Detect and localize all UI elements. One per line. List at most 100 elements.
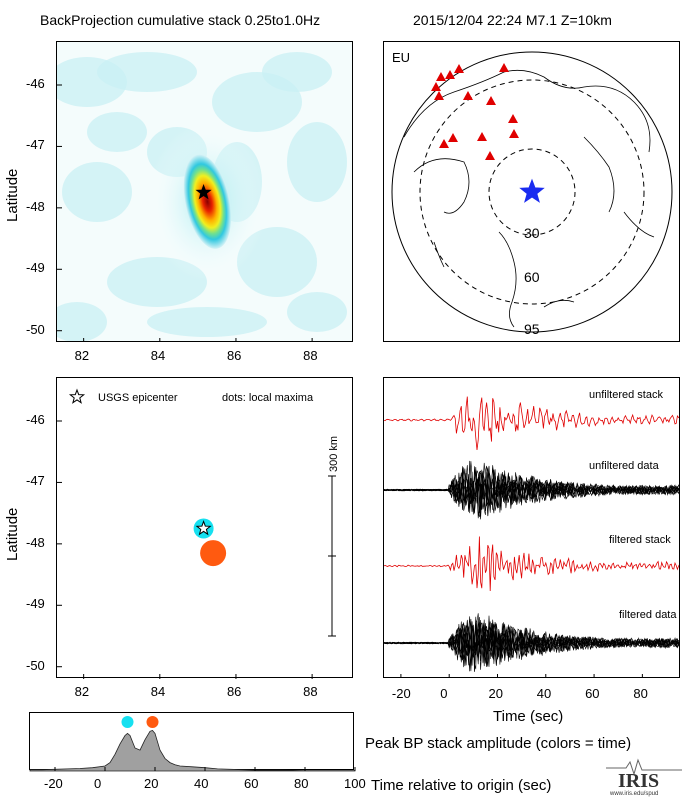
heatmap-ytick-label: -50 <box>26 321 45 337</box>
station-triangle-icon <box>463 91 473 100</box>
epicenter-star-icon <box>195 184 212 200</box>
histogram-peak-dot <box>121 716 134 728</box>
heatmap-blob-9 <box>147 307 267 337</box>
unfiltered-data-trace <box>384 466 679 517</box>
station-triangle-icon <box>477 132 487 141</box>
heatmap-ylabel: Latitude <box>4 168 21 222</box>
filtered-data-trace <box>384 615 679 666</box>
maxima-xtick-label: 86 <box>226 684 242 699</box>
maxima-xtick-label: 88 <box>303 684 318 699</box>
map-coastline-1 <box>413 158 470 214</box>
trace-label: filtered data <box>619 609 677 621</box>
trace-label: unfiltered data <box>589 460 660 472</box>
heatmap-blob-8 <box>57 302 107 341</box>
iris-logo: IRIS www.iris.edu/spud <box>606 758 682 797</box>
station-triangle-icon <box>509 129 519 138</box>
heatmap-panel <box>56 41 353 342</box>
station-triangle-icon <box>508 114 518 123</box>
station-map: EU 30 60 95 <box>391 50 673 337</box>
map-coastline-5 <box>543 299 575 308</box>
histogram-panel <box>29 712 356 772</box>
heatmap-blob-1 <box>97 52 197 92</box>
map-coastline-2 <box>498 231 517 328</box>
maxima-ytick-label: -46 <box>26 412 45 427</box>
filtered-stack-trace <box>384 536 679 592</box>
histogram-plot <box>29 716 356 772</box>
heatmap-plot <box>57 42 352 341</box>
heatmap-xtick-label: 82 <box>74 348 90 363</box>
station-triangle-icon <box>485 151 495 160</box>
map-coastline-4 <box>623 211 655 238</box>
trace-label: filtered stack <box>609 534 671 546</box>
filtered-data-trace <box>384 620 679 662</box>
map-ring-label-30: 30 <box>524 225 540 241</box>
station-triangle-icon <box>448 133 458 142</box>
heatmap-blob-3 <box>287 122 347 202</box>
station-triangle-icon <box>434 91 444 100</box>
histogram-xtick-label: -20 <box>44 776 63 791</box>
heatmap-ytick-label: -49 <box>26 260 45 276</box>
heatmap-blob-11 <box>87 112 147 152</box>
heatmap-xtick-label: 86 <box>226 348 242 363</box>
station-triangle-icon <box>439 139 449 148</box>
map-ring-30 <box>488 148 576 236</box>
unfiltered-data-trace <box>384 467 679 514</box>
station-triangle-icon <box>454 64 464 73</box>
maxima-epicenter-star-icon <box>195 520 212 536</box>
histogram-xtick-label: 60 <box>244 776 259 791</box>
maxima-panel: USGS epicenter dots: local maxima 300 km <box>56 377 353 679</box>
maxima-plot: USGS epicenter dots: local maxima 300 km <box>57 388 340 679</box>
event-info: 2015/12/04 22:24 M7.1 Z=10km <box>413 12 612 28</box>
station-triangle-icon <box>486 96 496 105</box>
heatmap-xtick-label: 84 <box>150 348 166 363</box>
histogram-xtick-label: 20 <box>144 776 159 791</box>
scale-bar-label: 300 km <box>328 436 340 472</box>
seismogram-xtick-label: 40 <box>536 686 552 701</box>
epicenter-map-star-icon <box>519 178 545 203</box>
svg-text:IRIS: IRIS <box>618 770 659 792</box>
legend-dots-label: dots: local maxima <box>222 392 314 404</box>
heatmap-xtick-label: 88 <box>303 348 318 363</box>
heatmap-blob-4 <box>62 162 132 222</box>
maxima-xtick-label: 82 <box>74 684 90 699</box>
histogram-peak-dot <box>146 716 159 728</box>
local-maximum-dot <box>200 540 227 567</box>
map-region-label: EU <box>392 50 410 65</box>
maxima-xtick-label: 84 <box>150 684 166 699</box>
chart-title: BackProjection cumulative stack 0.25to1.… <box>40 12 321 28</box>
histogram-xtick-label: 80 <box>294 776 309 791</box>
maxima-ytick-label: -50 <box>26 657 45 673</box>
seismogram-panel: unfiltered stack unfiltered data filtered … <box>383 377 680 678</box>
unfiltered-data-trace <box>384 465 679 517</box>
seismogram-xtick-label: 20 <box>488 686 503 701</box>
maxima-ytick-label: -48 <box>26 534 45 550</box>
seismogram-plot: unfiltered stack unfiltered data filtered … <box>384 389 679 677</box>
heatmap-blob-10 <box>262 52 332 92</box>
map-ring-60 <box>419 79 645 305</box>
histogram-area <box>29 730 356 772</box>
heatmap-ytick-label: -48 <box>26 198 45 214</box>
histogram-xtick-label: 40 <box>194 776 209 791</box>
maxima-ytick-label: -47 <box>26 473 45 489</box>
map-coastline-3 <box>583 136 615 213</box>
unfiltered-stack-trace <box>384 396 679 450</box>
map-coastline-6 <box>433 241 445 268</box>
heatmap-hotspot <box>183 154 232 249</box>
maxima-ytick-label: -49 <box>26 596 45 612</box>
seismogram-xtick-label: 60 <box>585 686 600 701</box>
filtered-data-trace <box>384 620 679 671</box>
legend-epicenter-label: USGS epicenter <box>98 392 178 404</box>
heatmap-ytick-label: -46 <box>26 76 45 91</box>
maxima-ylabel: Latitude <box>4 507 21 561</box>
iris-logo-graphic: IRIS www.iris.edu/spud <box>606 758 682 797</box>
station-map-panel: EU 30 60 95 <box>383 41 680 342</box>
map-ring-label-60: 60 <box>524 269 540 285</box>
legend-star-icon <box>68 388 86 404</box>
station-triangle-icon <box>436 72 446 81</box>
histogram-title: Peak BP stack amplitude (colors = time) <box>365 735 632 752</box>
seismogram-xlabel: Time (sec) <box>493 708 564 725</box>
heatmap-ytick-label: -47 <box>26 137 45 153</box>
station-triangle-icon <box>431 82 441 91</box>
seismogram-xtick-label: 0 <box>440 686 448 701</box>
histogram-xtick-label: 0 <box>94 776 102 791</box>
